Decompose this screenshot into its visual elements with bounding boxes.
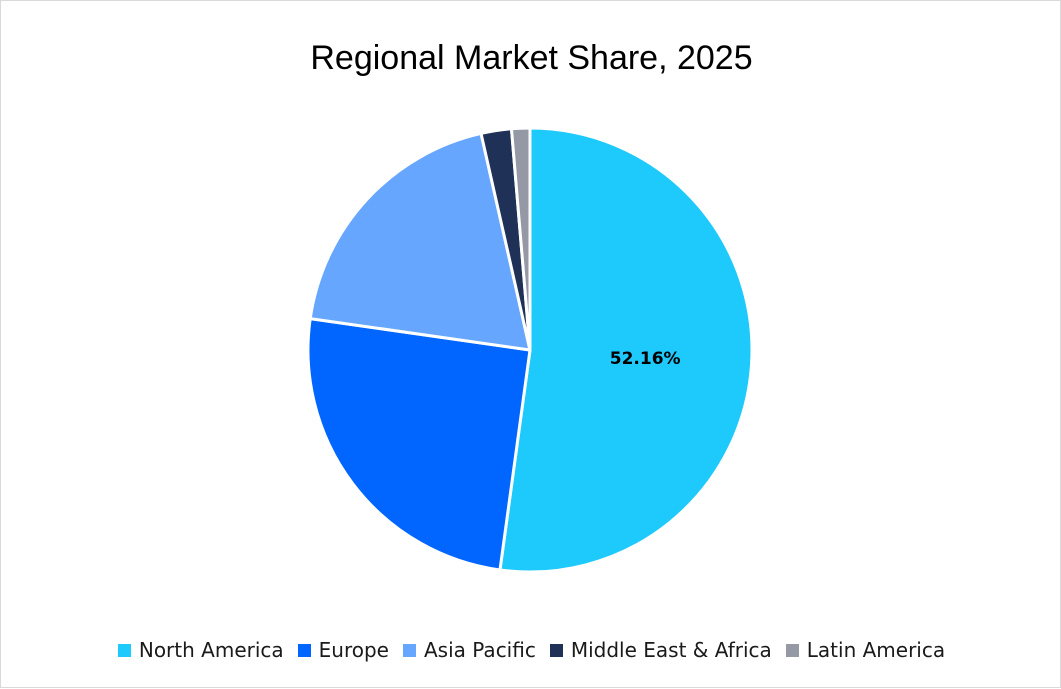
legend-swatch-icon xyxy=(785,643,799,657)
pie-slice-latin-america xyxy=(509,126,532,352)
legend-label: Asia Pacific xyxy=(424,638,536,662)
legend-swatch-icon xyxy=(403,643,416,657)
legend-swatch-icon xyxy=(297,643,311,657)
pie-slice-north-america xyxy=(498,126,754,574)
legend-label: Latin America xyxy=(806,638,946,662)
legend-item-north-america: North America xyxy=(117,638,284,662)
chart-title: Regional Market Share, 2025 xyxy=(310,39,753,77)
pie-slice-europe xyxy=(306,317,532,572)
legend-label: North America xyxy=(138,638,284,662)
legend-label: Europe xyxy=(318,638,389,662)
legend-item-latin-america: Latin America xyxy=(785,638,946,662)
legend-swatch-icon xyxy=(549,643,563,657)
legend: North America Europe Asia Pacific Middle… xyxy=(1,638,1061,662)
legend-item-europe: Europe xyxy=(297,638,389,662)
legend-swatch-icon xyxy=(117,643,131,657)
legend-label: Middle East & Africa xyxy=(570,638,772,662)
legend-item-middle-east-africa: Middle East & Africa xyxy=(549,638,772,662)
pie-slices xyxy=(306,126,754,574)
pie-labels: 52.16% xyxy=(610,349,681,369)
data-label: 52.16% xyxy=(610,349,681,369)
pie-slice-asia-pacific xyxy=(308,131,532,352)
legend-item-asia-pacific: Asia Pacific xyxy=(403,638,536,662)
